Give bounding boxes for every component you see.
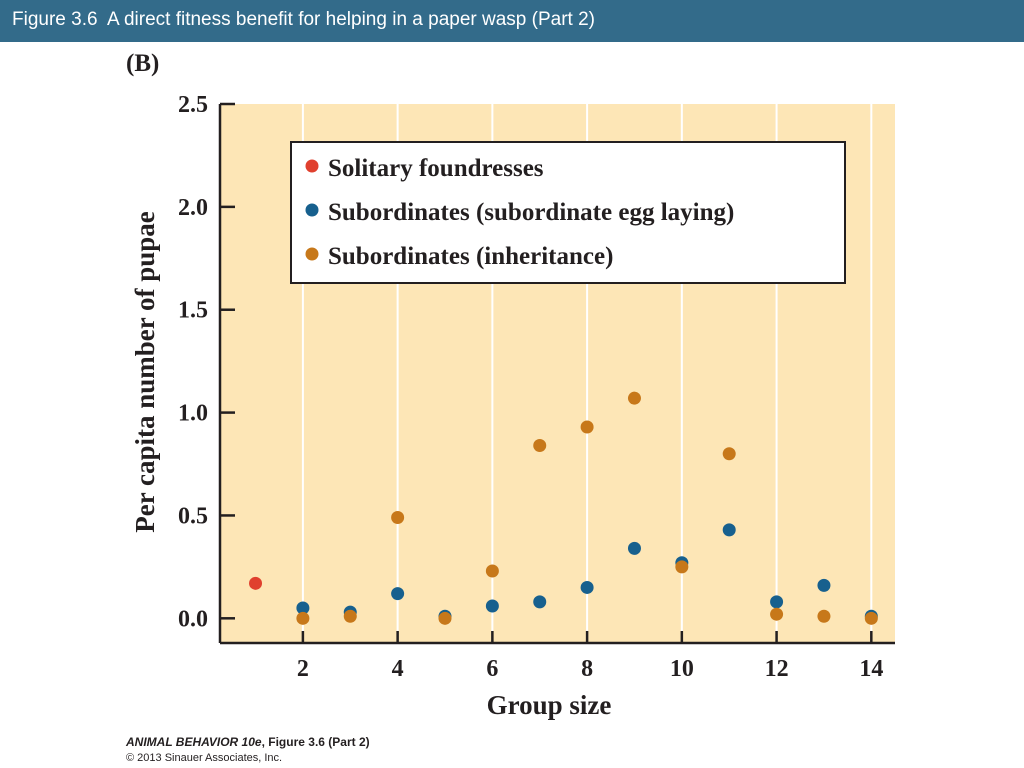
data-point-series-2 [817, 578, 831, 592]
y-tick-labels: 0.0 0.5 1.0 1.5 2.0 2.5 [178, 92, 208, 632]
y-tick-label: 0.0 [178, 606, 208, 632]
legend-box [290, 141, 846, 284]
data-point-series-3 [343, 609, 357, 623]
x-tick-label: 12 [765, 656, 789, 682]
data-point-series-2 [485, 599, 499, 613]
data-point-series-3 [864, 611, 878, 625]
legend-label-1: Solitary foundresses [328, 155, 544, 182]
slide-title: Figure 3.6 A direct fitness benefit for … [12, 9, 595, 30]
legend-marker-1 [305, 159, 319, 173]
data-point-series-2 [722, 523, 736, 537]
y-tick-label: 1.0 [178, 401, 208, 427]
figure-reference: , Figure 3.6 (Part 2) [261, 735, 370, 749]
y-tick-label: 1.5 [178, 298, 208, 324]
x-tick-label: 14 [859, 656, 883, 682]
data-point-series-3 [391, 511, 405, 525]
data-point-series-2 [627, 541, 641, 555]
data-point-series-3 [770, 607, 784, 621]
legend: Solitary foundresses Subordinates (subord… [290, 141, 846, 284]
data-point-series-2 [391, 587, 405, 601]
data-point-series-3 [485, 564, 499, 578]
panel-label: (B) [126, 50, 160, 77]
data-point-series-2 [770, 595, 784, 609]
data-point-series-3 [722, 447, 736, 461]
data-point-series-2 [580, 580, 594, 594]
scatter-chart: 0.0 0.5 1.0 1.5 2.0 2.5 2 4 6 8 10 12 14 Per capita… [130, 92, 895, 720]
x-tick-label: 8 [581, 656, 593, 682]
x-tick-label: 2 [297, 656, 309, 682]
data-point-series-3 [627, 391, 641, 405]
y-axis-title: Per capita number of pupae [130, 211, 160, 533]
x-tick-label: 6 [486, 656, 498, 682]
data-point-series-3 [580, 420, 594, 434]
y-tick-label: 2.0 [178, 195, 208, 221]
copyright-notice: © 2013 Sinauer Associates, Inc. [126, 752, 283, 764]
data-point-series-2 [296, 601, 310, 615]
y-tick-label: 2.5 [178, 92, 208, 118]
data-point-series-2 [533, 595, 547, 609]
slide-title-bar: Figure 3.6 A direct fitness benefit for … [0, 0, 1024, 42]
data-point-series-3 [296, 611, 310, 625]
x-tick-label: 4 [392, 656, 404, 682]
x-tick-label: 10 [670, 656, 694, 682]
axes [218, 102, 895, 645]
x-axis-title: Group size [487, 690, 612, 720]
book-title: ANIMAL BEHAVIOR 10e [126, 735, 262, 749]
data-point-series-3 [675, 560, 689, 574]
data-point-series-3 [817, 609, 831, 623]
data-points [249, 391, 878, 625]
data-point-series-1 [249, 576, 263, 590]
legend-marker-2 [305, 203, 319, 217]
legend-label-3: Subordinates (inheritance) [328, 243, 613, 270]
figure-credit: ANIMAL BEHAVIOR 10e, Figure 3.6 (Part 2) [126, 735, 370, 749]
legend-label-2: Subordinates (subordinate egg laying) [328, 199, 734, 226]
data-point-series-3 [533, 439, 547, 453]
y-tick-label: 0.5 [178, 503, 208, 529]
x-tick-labels: 2 4 6 8 10 12 14 [297, 656, 883, 682]
legend-marker-3 [305, 247, 319, 261]
data-point-series-3 [438, 611, 452, 625]
